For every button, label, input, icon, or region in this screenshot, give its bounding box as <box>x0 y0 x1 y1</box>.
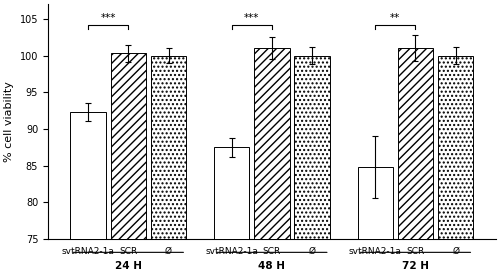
Text: ***: *** <box>244 13 260 23</box>
Text: 72 H: 72 H <box>402 261 429 271</box>
Text: 48 H: 48 H <box>258 261 285 271</box>
Bar <box>398 48 433 239</box>
Bar <box>438 56 474 239</box>
Bar <box>70 112 106 239</box>
Text: **: ** <box>390 13 400 23</box>
Bar <box>358 167 393 239</box>
Bar <box>294 56 330 239</box>
Bar <box>151 56 186 239</box>
Y-axis label: % cell viability: % cell viability <box>4 81 14 162</box>
Text: ***: *** <box>100 13 116 23</box>
Bar <box>214 147 250 239</box>
Bar <box>110 53 146 239</box>
Text: 24 H: 24 H <box>115 261 142 271</box>
Bar <box>254 48 290 239</box>
